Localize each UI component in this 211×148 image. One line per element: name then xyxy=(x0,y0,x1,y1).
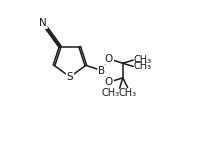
Text: B: B xyxy=(98,66,105,75)
Text: S: S xyxy=(67,72,73,82)
Text: CH₃: CH₃ xyxy=(133,55,151,65)
Text: CH₃: CH₃ xyxy=(133,61,151,71)
Text: CH₃: CH₃ xyxy=(119,87,137,98)
Text: O: O xyxy=(105,54,113,64)
Text: CH₃: CH₃ xyxy=(101,88,120,98)
Text: O: O xyxy=(105,77,113,87)
Text: N: N xyxy=(39,18,47,28)
